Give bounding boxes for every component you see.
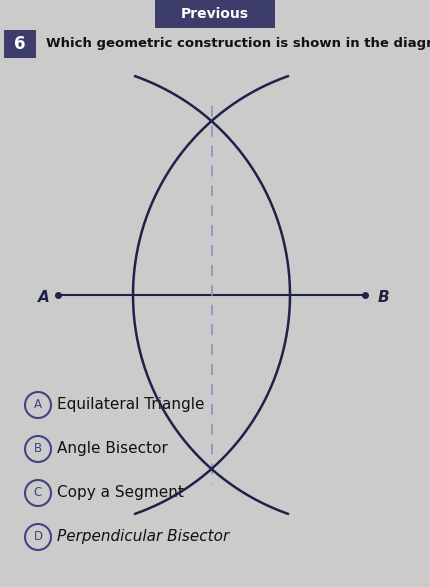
Text: Equilateral Triangle: Equilateral Triangle (57, 397, 205, 413)
Text: Perpendicular Bisector: Perpendicular Bisector (57, 529, 229, 545)
Text: C: C (34, 487, 42, 500)
Text: B: B (34, 443, 42, 456)
Text: Angle Bisector: Angle Bisector (57, 441, 168, 457)
Text: A: A (38, 289, 50, 305)
Text: D: D (34, 531, 43, 544)
Text: A: A (34, 399, 42, 411)
Text: Copy a Segment: Copy a Segment (57, 485, 184, 501)
Text: Previous: Previous (181, 7, 249, 21)
FancyBboxPatch shape (155, 0, 275, 28)
Text: 6: 6 (14, 35, 26, 53)
FancyBboxPatch shape (4, 30, 36, 58)
Text: Which geometric construction is shown in the diagram?: Which geometric construction is shown in… (46, 38, 430, 50)
Text: B: B (377, 289, 389, 305)
